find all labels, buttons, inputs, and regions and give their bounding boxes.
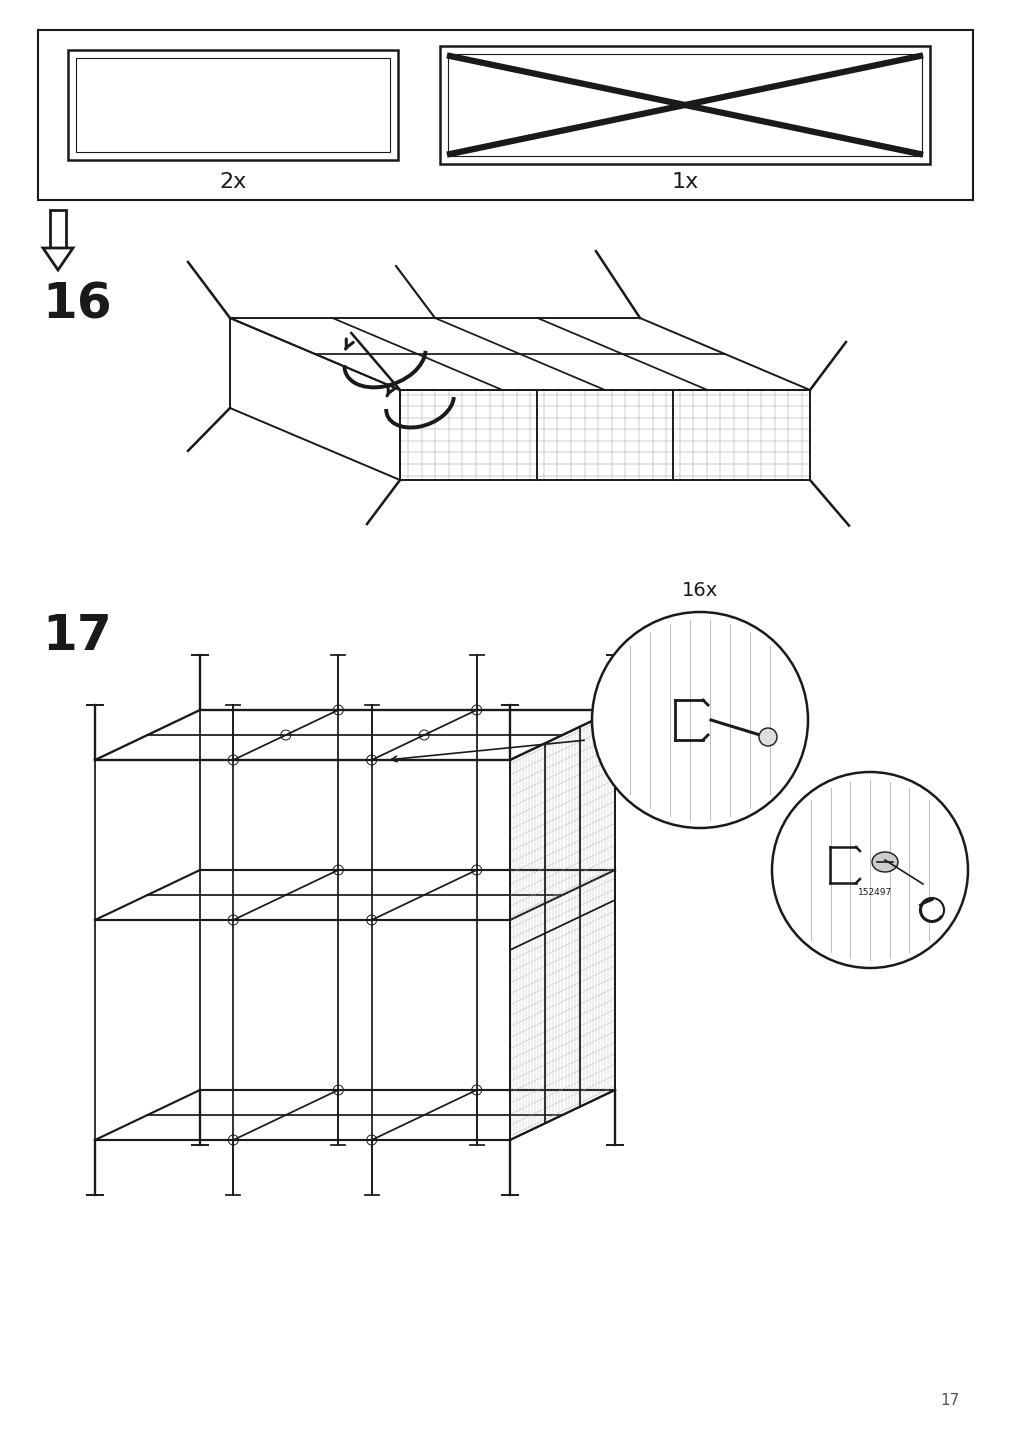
Circle shape bbox=[591, 611, 807, 828]
Text: 17: 17 bbox=[940, 1393, 959, 1408]
Ellipse shape bbox=[871, 852, 897, 872]
Text: 16: 16 bbox=[42, 281, 111, 328]
Bar bbox=[448, 54, 921, 156]
Text: 16x: 16x bbox=[681, 581, 718, 600]
Circle shape bbox=[771, 772, 968, 968]
Bar bbox=[50, 211, 66, 248]
Bar bbox=[52, 212, 64, 248]
Text: 2x: 2x bbox=[219, 172, 247, 192]
Bar bbox=[38, 30, 972, 200]
Text: 1x: 1x bbox=[670, 172, 698, 192]
Polygon shape bbox=[44, 248, 71, 268]
Bar bbox=[76, 59, 389, 152]
Bar bbox=[68, 50, 397, 160]
Text: 17: 17 bbox=[42, 611, 111, 660]
Text: 152497: 152497 bbox=[857, 888, 892, 896]
Polygon shape bbox=[510, 710, 615, 1140]
Circle shape bbox=[758, 727, 776, 746]
Bar bbox=[54, 213, 62, 246]
Circle shape bbox=[919, 898, 943, 922]
Bar bbox=[440, 46, 929, 165]
Polygon shape bbox=[42, 248, 73, 271]
